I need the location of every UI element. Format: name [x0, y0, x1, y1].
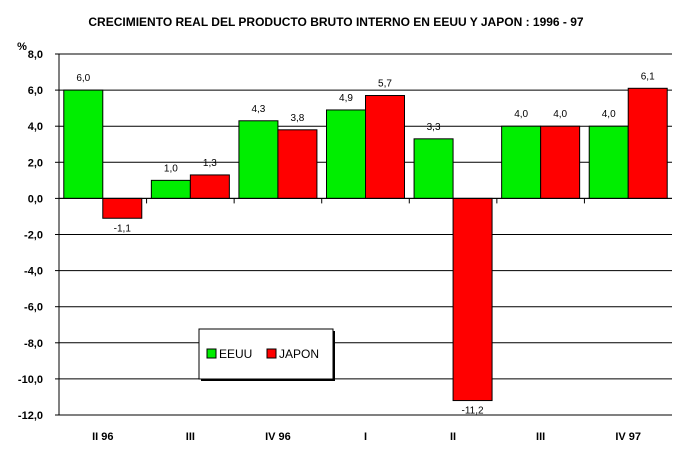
legend-label-eeuu: EEUU: [219, 347, 252, 361]
x-tick-label: IV 97: [615, 431, 641, 443]
bar-japon: [277, 129, 318, 199]
bar-eeuu: [501, 125, 542, 199]
y-tick-label: -2,0: [24, 230, 43, 242]
bar-japon: [102, 197, 143, 219]
data-labels: 6,0 -1,1 1,0 1,3 4,3 3,8 4,9 5,7 3,3 -11,2 4,0 4,0 4…: [76, 71, 655, 416]
y-tick-label: -8,0: [24, 338, 43, 350]
y-tick-label: -4,0: [24, 266, 43, 278]
y-tick-label: -10,0: [18, 374, 43, 386]
bars-group: [63, 87, 668, 402]
legend-label-japon: JAPON: [279, 347, 319, 361]
x-tick-label: III: [186, 431, 195, 443]
y-tick-label: -6,0: [24, 302, 43, 314]
y-tick-label: 6,0: [28, 85, 43, 97]
bar-japon: [452, 197, 493, 402]
data-label: 4,0: [553, 109, 567, 120]
data-label: 4,9: [339, 93, 353, 104]
y-tick-label: 2,0: [28, 157, 43, 169]
data-label: 3,3: [427, 122, 441, 133]
data-label: 1,3: [203, 158, 217, 169]
bar-eeuu: [326, 109, 366, 199]
x-axis-ticks: II 96 III IV 96 I II III IV 97: [92, 198, 641, 443]
bar-eeuu: [63, 89, 104, 199]
bar-japon: [627, 87, 668, 199]
data-label: -1,1: [114, 223, 132, 234]
x-tick-label: I: [364, 431, 367, 443]
bar-eeuu: [413, 138, 454, 199]
data-label: 4,3: [251, 104, 265, 115]
y-tick-label: -12,0: [18, 410, 43, 422]
data-label: 6,1: [641, 71, 655, 82]
y-axis-ticks: 8,0 6,0 4,0 2,0 0,0 -2,0 -4,0 -6,0 -8,0 -10,0 -12,…: [18, 49, 59, 422]
data-label: 4,0: [514, 109, 528, 120]
y-tick-label: 0,0: [28, 193, 43, 205]
bar-japon: [189, 174, 230, 199]
bar-eeuu: [588, 125, 629, 199]
data-label: -11,2: [462, 406, 484, 417]
legend-swatch-eeuu: [206, 348, 217, 359]
x-tick-label: II 96: [92, 431, 113, 443]
data-label: 4,0: [602, 109, 616, 120]
data-label: 1,0: [164, 163, 178, 174]
bar-japon: [540, 125, 581, 199]
bar-eeuu: [238, 120, 279, 199]
bar-japon: [365, 95, 405, 199]
data-label: 6,0: [76, 73, 90, 84]
x-tick-label: IV 96: [265, 431, 291, 443]
y-axis-unit-label: %: [17, 41, 27, 53]
legend: EEUU JAPON: [198, 328, 335, 381]
legend-swatch-japon: [266, 348, 277, 359]
y-tick-label: 8,0: [28, 49, 43, 61]
x-tick-label: III: [536, 431, 545, 443]
bar-eeuu: [150, 179, 191, 199]
x-tick-label: II: [450, 431, 456, 443]
legend-box: [198, 328, 334, 380]
chart-title: CRECIMIENTO REAL DEL PRODUCTO BRUTO INTE…: [88, 15, 584, 29]
data-label: 5,7: [378, 79, 392, 90]
data-label: 3,8: [290, 113, 304, 124]
y-tick-label: 4,0: [28, 121, 43, 133]
